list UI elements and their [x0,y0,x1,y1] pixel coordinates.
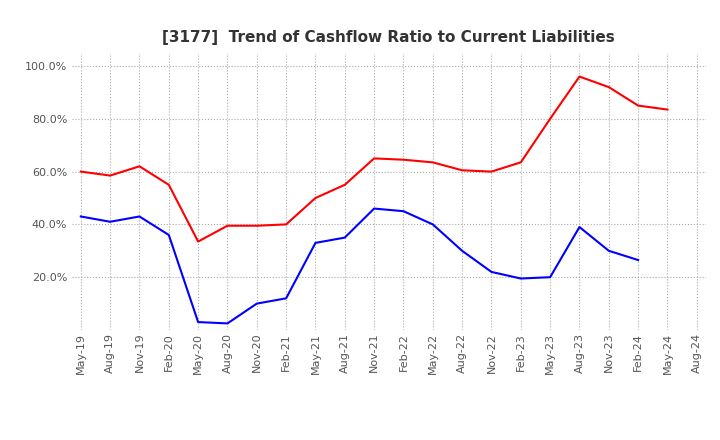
Operating CF to Current Liabilities [370,156,379,161]
Operating CF to Current Liabilities [164,182,173,187]
Operating CF to Current Liabilities [458,168,467,173]
Operating CF to Current Liabilities [428,160,437,165]
Free CF to Current Liabilities [106,219,114,224]
Free CF to Current Liabilities [76,214,85,219]
Operating CF to Current Liabilities [546,116,554,121]
Operating CF to Current Liabilities [663,107,672,112]
Operating CF to Current Liabilities [135,164,144,169]
Free CF to Current Liabilities [135,214,144,219]
Free CF to Current Liabilities [164,232,173,238]
Free CF to Current Liabilities [282,296,290,301]
Free CF to Current Liabilities [575,224,584,230]
Operating CF to Current Liabilities [399,157,408,162]
Operating CF to Current Liabilities [634,103,642,108]
Operating CF to Current Liabilities [253,223,261,228]
Free CF to Current Liabilities [605,248,613,253]
Operating CF to Current Liabilities [516,160,525,165]
Operating CF to Current Liabilities [194,239,202,244]
Free CF to Current Liabilities [516,276,525,281]
Line: Free CF to Current Liabilities: Free CF to Current Liabilities [81,209,638,323]
Free CF to Current Liabilities [634,257,642,263]
Operating CF to Current Liabilities [575,74,584,79]
Operating CF to Current Liabilities [106,173,114,178]
Operating CF to Current Liabilities [223,223,232,228]
Operating CF to Current Liabilities [341,182,349,187]
Free CF to Current Liabilities [487,269,496,275]
Free CF to Current Liabilities [458,248,467,253]
Operating CF to Current Liabilities [311,195,320,201]
Free CF to Current Liabilities [399,209,408,214]
Operating CF to Current Liabilities [487,169,496,174]
Free CF to Current Liabilities [194,319,202,325]
Free CF to Current Liabilities [428,222,437,227]
Free CF to Current Liabilities [311,240,320,246]
Operating CF to Current Liabilities [605,84,613,90]
Title: [3177]  Trend of Cashflow Ratio to Current Liabilities: [3177] Trend of Cashflow Ratio to Curren… [163,29,615,45]
Free CF to Current Liabilities [253,301,261,306]
Free CF to Current Liabilities [223,321,232,326]
Free CF to Current Liabilities [546,275,554,280]
Operating CF to Current Liabilities [76,169,85,174]
Free CF to Current Liabilities [370,206,379,211]
Free CF to Current Liabilities [341,235,349,240]
Operating CF to Current Liabilities [282,222,290,227]
Line: Operating CF to Current Liabilities: Operating CF to Current Liabilities [81,77,667,242]
